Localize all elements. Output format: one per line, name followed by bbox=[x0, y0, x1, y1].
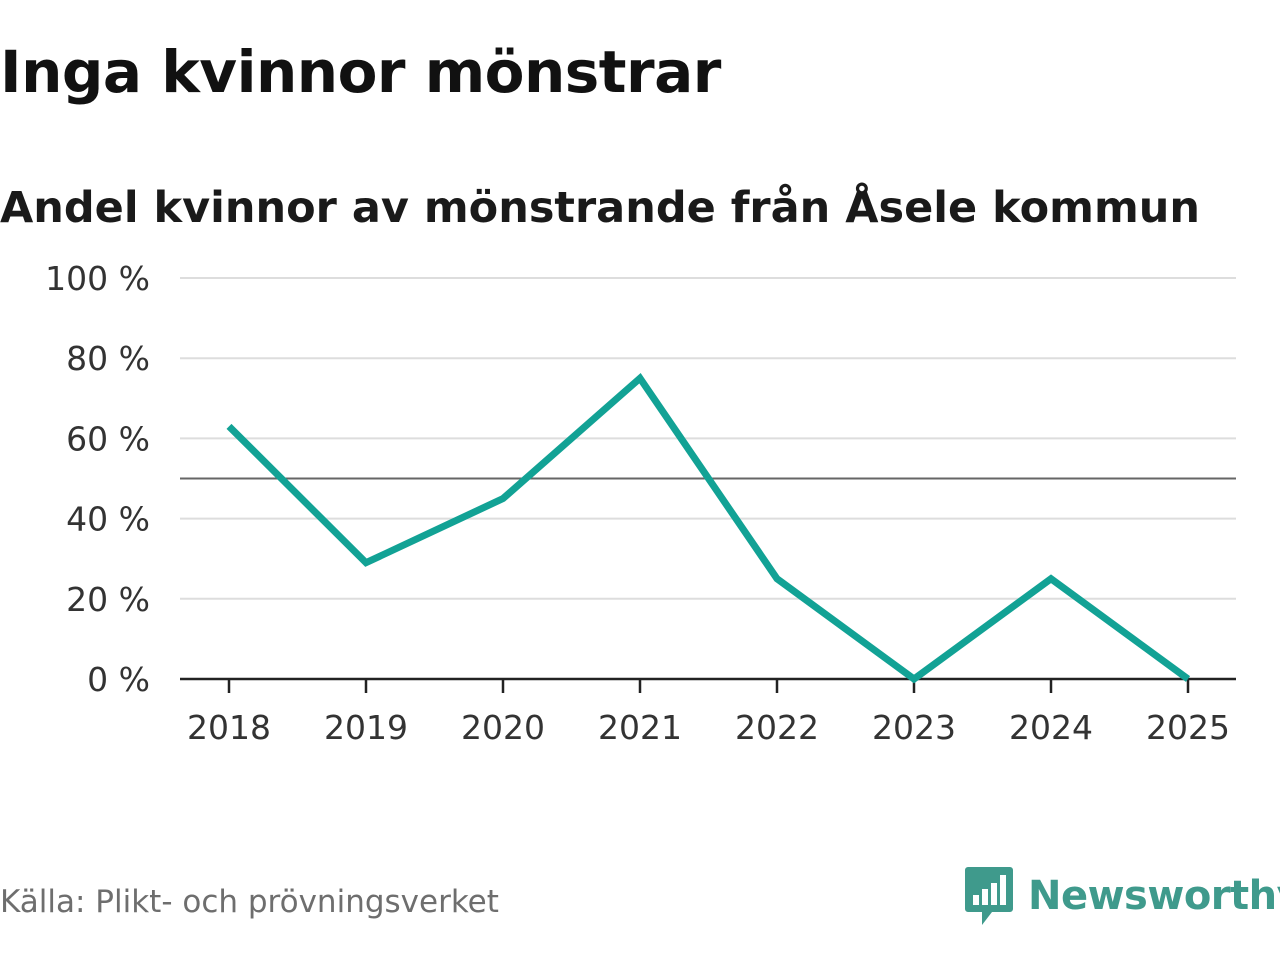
series-lines bbox=[226, 373, 1191, 684]
y-tick-label: 80 % bbox=[66, 339, 150, 378]
newsworthy-logo: Newsworthy bbox=[964, 864, 1280, 928]
logo-text: Newsworthy bbox=[1028, 873, 1280, 919]
chart-subtitle: Andel kvinnor av mönstrande från Åsele k… bbox=[0, 183, 1200, 233]
line-chart: 0 % 20 % 40 % 60 % 80 % 100 % 2018 2019 2020 202… bbox=[45, 259, 1236, 747]
x-tick-label: 2019 bbox=[324, 708, 408, 747]
y-tick-label: 0 % bbox=[87, 660, 150, 699]
y-tick-label: 40 % bbox=[66, 500, 150, 539]
x-tick-label: 2023 bbox=[872, 708, 956, 747]
y-tick-label: 20 % bbox=[66, 580, 150, 619]
series-line bbox=[226, 373, 1191, 684]
x-axis-ticks: 2018 2019 2020 2021 2022 2023 2024 2025 bbox=[187, 679, 1230, 747]
x-tick-label: 2025 bbox=[1146, 708, 1230, 747]
source-note: Källa: Plikt- och prövningsverket bbox=[0, 884, 499, 920]
y-tick-label: 60 % bbox=[66, 419, 150, 458]
x-tick-label: 2021 bbox=[598, 708, 682, 747]
x-tick-label: 2020 bbox=[461, 708, 545, 747]
chart-title: Inga kvinnor mönstrar bbox=[0, 38, 721, 106]
x-tick-label: 2018 bbox=[187, 708, 271, 747]
newsworthy-logo-icon bbox=[965, 867, 1013, 925]
y-axis-ticks: 0 % 20 % 40 % 60 % 80 % 100 % bbox=[45, 259, 150, 699]
x-tick-label: 2022 bbox=[735, 708, 819, 747]
y-tick-label: 100 % bbox=[45, 259, 150, 298]
x-tick-label: 2024 bbox=[1009, 708, 1093, 747]
